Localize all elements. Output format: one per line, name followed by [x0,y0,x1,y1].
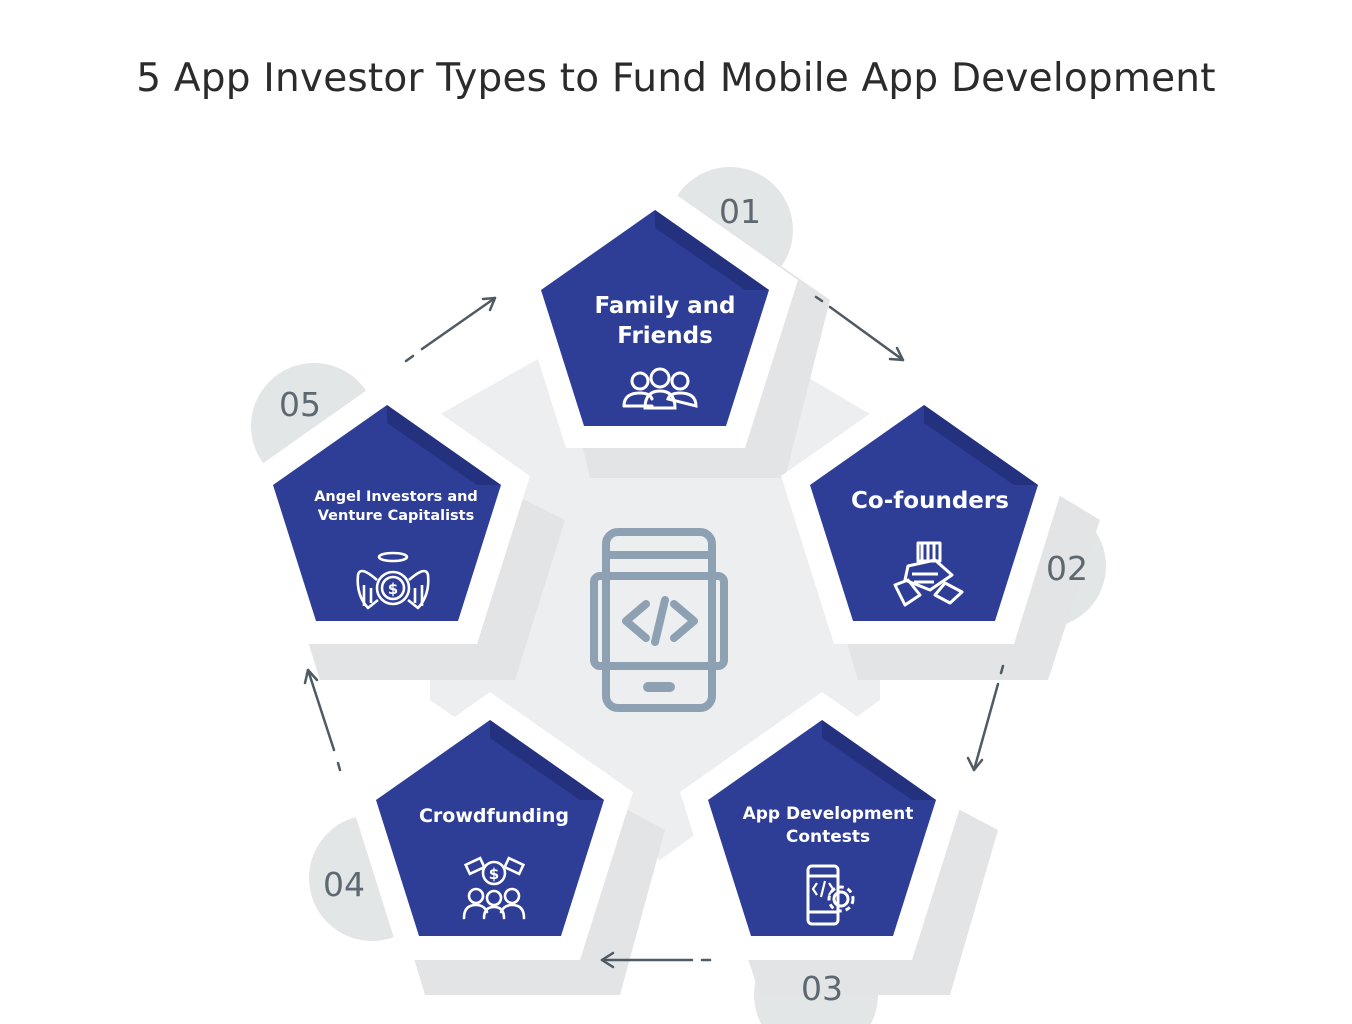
cycle-arrows [303,295,1005,969]
label-family-friends-line1: Family and [595,293,736,319]
number-05: 05 [279,385,321,424]
label-contests-line2: Contests [786,827,870,847]
label-co-founders: Co-founders [851,488,1009,514]
item-co-founders [781,376,1100,680]
number-01: 01 [719,192,761,231]
arrow-04-to-05 [303,668,342,772]
pentagon-fold [387,405,501,485]
number-03: 03 [801,969,843,1008]
svg-text:$: $ [489,865,499,883]
group-people-icon [622,367,698,410]
pentagon-fold [924,405,1038,485]
pentagon-fold [490,720,604,800]
mobile-code-icon [590,528,728,712]
number-02: 02 [1046,549,1088,588]
item-app-development-contests [680,692,998,995]
svg-text:$: $ [388,580,398,598]
stacked-hands-icon [893,541,964,607]
arrow-05-to-01 [404,296,497,363]
item-crowdfunding [348,692,665,995]
item-family-friends [513,180,830,478]
number-04: 04 [323,865,365,904]
mobile-gear-icon [806,864,855,926]
arrow-01-to-02 [814,295,905,362]
label-crowdfunding: Crowdfunding [419,805,569,827]
label-family-friends-line2: Friends [617,323,713,349]
page-title: 5 App Investor Types to Fund Mobile App … [136,56,1216,101]
pentagon-fold [655,210,769,290]
angel-money-icon: $ [356,551,430,610]
label-angel-line1: Angel Investors and [314,489,478,505]
item-angel-investors [245,376,565,680]
label-contests-line1: App Development [743,804,914,824]
arrow-03-to-04 [600,951,712,969]
crowd-money-icon: $ [462,856,526,920]
arrow-02-to-03 [966,664,1005,772]
label-angel-line2: Venture Capitalists [318,508,475,524]
pentagon-fold [822,720,936,800]
